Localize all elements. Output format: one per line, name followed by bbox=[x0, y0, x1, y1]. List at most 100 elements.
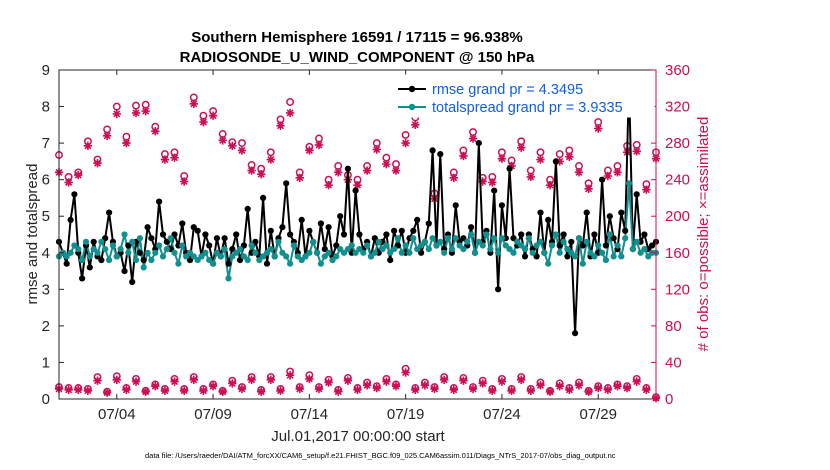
series-point bbox=[410, 227, 417, 234]
series-point bbox=[606, 231, 613, 238]
series-point bbox=[148, 257, 155, 264]
obs-assimilated-marker bbox=[131, 108, 141, 118]
obs-assimilated-marker bbox=[276, 386, 285, 395]
series-point bbox=[537, 209, 544, 216]
series-point bbox=[298, 216, 305, 223]
obs-assimilated-marker bbox=[285, 108, 295, 118]
series-point bbox=[518, 231, 525, 238]
obs-assimilated-marker bbox=[64, 178, 73, 187]
series-point bbox=[425, 246, 432, 253]
series-point bbox=[213, 249, 220, 256]
series-point bbox=[633, 191, 640, 198]
obs-assimilated-marker bbox=[411, 120, 420, 130]
obs-assimilated-marker bbox=[594, 383, 603, 393]
obs-assimilated-marker bbox=[324, 180, 333, 190]
series-point bbox=[575, 235, 583, 242]
obs-assimilated-marker bbox=[507, 386, 516, 395]
series-point bbox=[90, 238, 97, 245]
series-point bbox=[98, 238, 105, 245]
x-tick-label: 07/19 bbox=[387, 406, 425, 423]
series-point bbox=[271, 253, 278, 260]
series-point bbox=[113, 253, 120, 260]
series-point bbox=[179, 220, 186, 227]
legend: rmse grand pr = 4.3495 totalspread grand… bbox=[395, 74, 655, 118]
series-point bbox=[387, 249, 394, 256]
obs-assimilated-marker bbox=[343, 376, 353, 385]
series-point bbox=[495, 249, 502, 256]
series-point bbox=[179, 242, 186, 249]
obs-assimilated-marker bbox=[353, 180, 362, 190]
obs-assimilated-marker bbox=[334, 168, 343, 177]
obs-assimilated-marker bbox=[603, 385, 613, 395]
obs-assimilated-marker bbox=[247, 166, 256, 175]
legend-box bbox=[395, 74, 655, 118]
obs-assimilated-marker bbox=[372, 383, 381, 393]
obs-assimilated-marker bbox=[266, 155, 276, 164]
series-point bbox=[479, 242, 486, 249]
series-point bbox=[356, 231, 363, 238]
series-point bbox=[348, 242, 355, 249]
series-point bbox=[437, 238, 444, 245]
obs-assimilated-marker bbox=[334, 387, 343, 396]
series-point bbox=[487, 246, 494, 253]
series-point bbox=[394, 235, 401, 242]
obs-assimilated-marker bbox=[507, 161, 516, 171]
series-point bbox=[637, 249, 644, 256]
series-point bbox=[136, 249, 143, 256]
series-point bbox=[444, 235, 452, 242]
series-point bbox=[383, 231, 390, 238]
series-point bbox=[610, 235, 617, 242]
series-point bbox=[510, 249, 517, 256]
series-point bbox=[387, 257, 394, 264]
series-point bbox=[360, 249, 367, 256]
obs-assimilated-marker bbox=[122, 385, 131, 395]
series-point bbox=[106, 257, 113, 264]
series-point bbox=[256, 257, 263, 264]
series-point bbox=[441, 249, 448, 256]
obs-assimilated-marker bbox=[516, 375, 526, 385]
obs-assimilated-marker bbox=[122, 138, 131, 148]
series-point bbox=[221, 235, 228, 242]
series-point bbox=[79, 275, 86, 282]
series-point bbox=[591, 231, 598, 238]
series-point bbox=[210, 260, 217, 267]
series-point bbox=[545, 260, 552, 267]
series-markers bbox=[55, 77, 660, 337]
x-tick-label: 07/14 bbox=[291, 406, 329, 423]
series-point bbox=[541, 249, 548, 256]
obs-assimilated-marker bbox=[170, 377, 179, 386]
obs-assimilated-marker bbox=[478, 379, 487, 388]
series-point bbox=[452, 202, 459, 209]
series-point bbox=[525, 235, 533, 242]
obs-assimilated-marker bbox=[555, 157, 564, 166]
series-point bbox=[194, 227, 201, 234]
series-point bbox=[599, 176, 606, 183]
series-point bbox=[448, 246, 455, 253]
series-point bbox=[433, 242, 440, 249]
series-point bbox=[602, 242, 610, 249]
series-point bbox=[202, 231, 209, 238]
series-point bbox=[260, 253, 267, 260]
series-point bbox=[67, 216, 74, 223]
x-tick-label: 07/04 bbox=[98, 406, 136, 423]
series-point bbox=[225, 260, 232, 267]
obs-assimilated-marker bbox=[179, 177, 189, 186]
obs-possible-marker bbox=[401, 130, 410, 139]
series-point bbox=[240, 253, 247, 260]
series-point bbox=[602, 257, 610, 264]
obs-assimilated-marker bbox=[314, 384, 324, 394]
obs-assimilated-marker bbox=[497, 377, 507, 386]
legend-spread-marker bbox=[408, 103, 416, 111]
series-point bbox=[163, 238, 170, 245]
series-point bbox=[306, 249, 313, 256]
series-point bbox=[152, 249, 159, 256]
obs-assimilated-marker bbox=[497, 154, 507, 163]
obs-assimilated-marker bbox=[208, 111, 218, 120]
obs-assimilated-marker bbox=[141, 387, 150, 396]
obs-assimilated-marker bbox=[642, 385, 651, 395]
series-point bbox=[94, 249, 101, 256]
obs-assimilated-marker bbox=[545, 387, 555, 396]
series-point bbox=[564, 246, 571, 253]
series-point bbox=[610, 253, 617, 260]
series-point bbox=[186, 257, 194, 264]
